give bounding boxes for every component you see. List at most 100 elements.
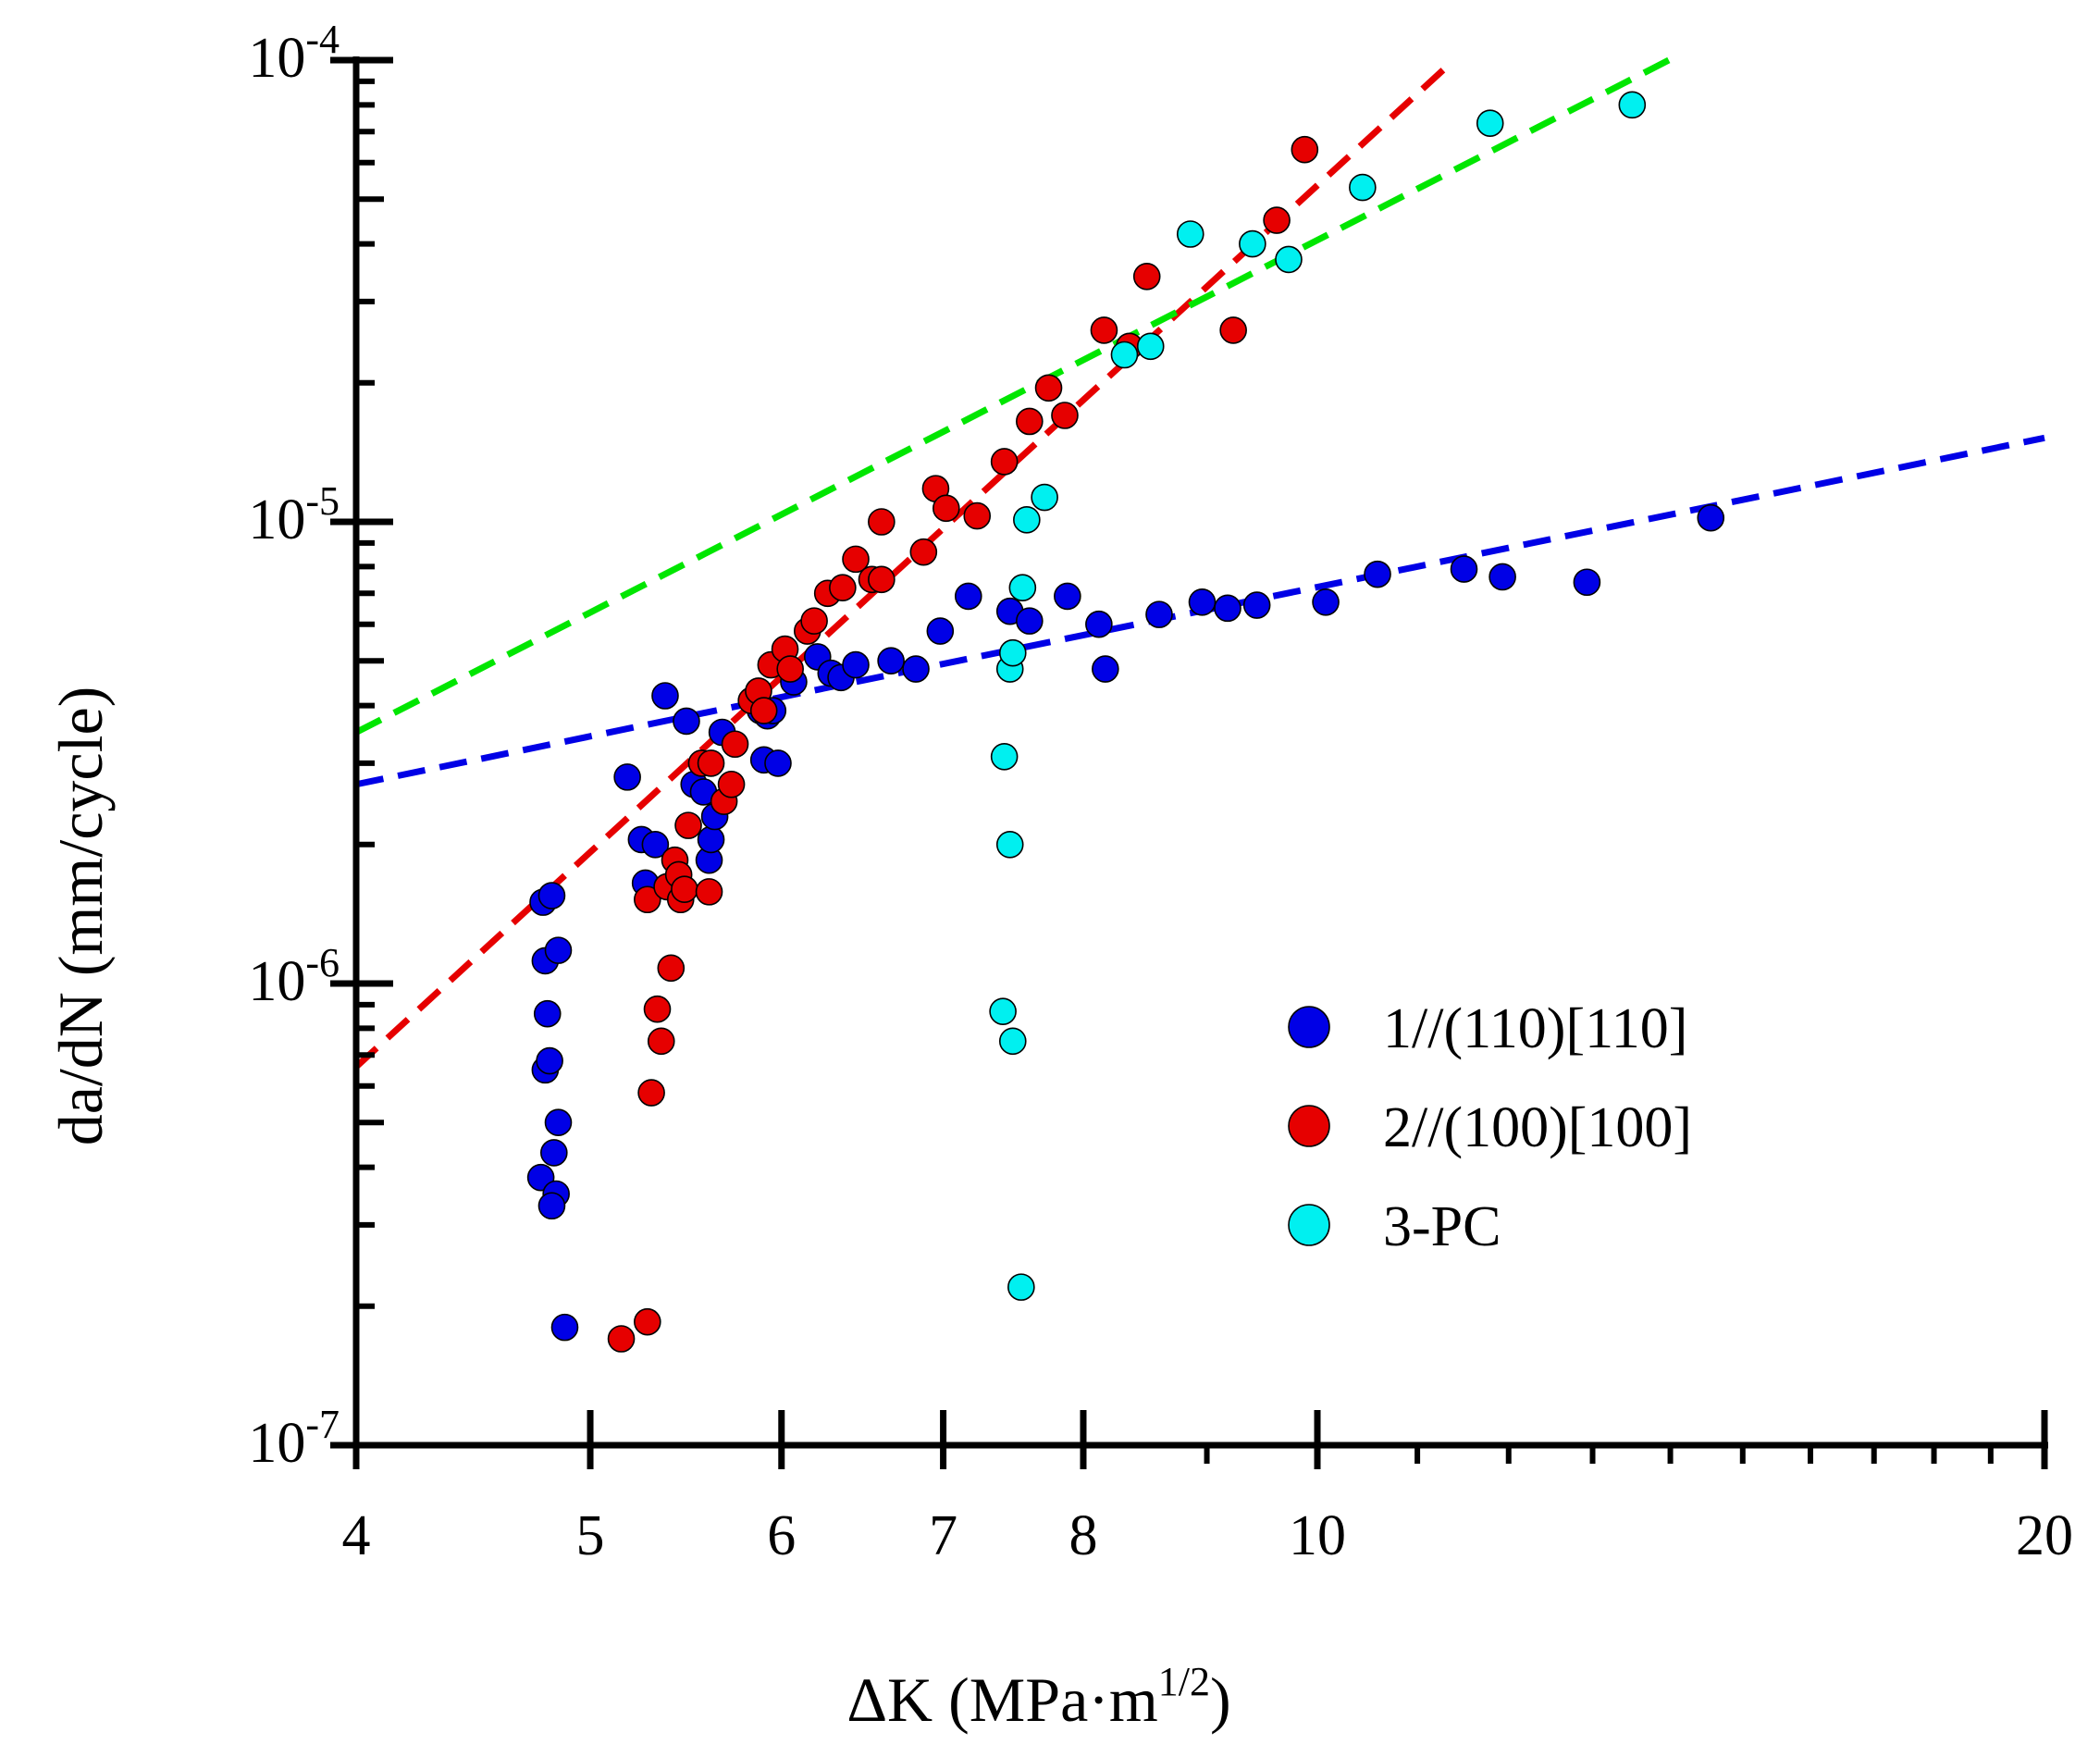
data-point <box>954 582 982 611</box>
data-point <box>1092 655 1119 683</box>
data-point <box>995 830 1024 859</box>
series-2 <box>607 135 1319 1353</box>
x-tick-label: 6 <box>767 1504 796 1567</box>
data-point <box>1291 135 1319 164</box>
data-point <box>1450 555 1478 583</box>
data-point <box>674 811 702 839</box>
legend-label-1: 1//(110)[110] <box>1383 997 1687 1060</box>
data-point <box>933 494 960 523</box>
data-point <box>1031 483 1058 512</box>
data-point <box>1085 610 1113 638</box>
data-point <box>721 730 749 759</box>
legend: 1//(110)[110] 2//(100)[100] 3-PC <box>1288 997 1692 1258</box>
data-point <box>673 707 700 736</box>
y-tick-exponent: -5 <box>305 478 340 524</box>
y-tick-base: 10 <box>248 950 305 1013</box>
data-point <box>1618 91 1647 119</box>
data-point <box>963 501 992 530</box>
legend-label-2: 2//(100)[100] <box>1383 1096 1692 1159</box>
y-tick-label: 10-7 <box>248 1402 340 1475</box>
data-point <box>643 995 672 1023</box>
data-point <box>829 574 857 601</box>
data-point <box>868 508 896 536</box>
legend-marker-1 <box>1288 1006 1330 1048</box>
data-point <box>717 770 746 798</box>
data-point <box>1016 607 1044 635</box>
x-axis-title-end: ) <box>1210 1664 1231 1735</box>
data-point <box>647 1027 675 1056</box>
data-point <box>926 617 955 645</box>
data-point <box>1263 206 1291 234</box>
fit-line-2 <box>353 57 1456 1070</box>
x-tick-label: 7 <box>929 1504 957 1567</box>
data-point <box>536 1046 563 1075</box>
data-point <box>533 999 562 1028</box>
data-point <box>1008 574 1037 601</box>
x-axis-title-main: ΔK (MPa·m <box>846 1664 1157 1735</box>
legend-label-3: 3-PC <box>1383 1195 1501 1258</box>
data-point <box>1110 340 1139 369</box>
y-tick-label: 10-4 <box>248 17 340 90</box>
data-point <box>1312 588 1340 616</box>
data-point <box>1090 316 1118 344</box>
data-point <box>1051 402 1079 429</box>
data-point <box>1214 594 1241 623</box>
y-tick-exponent: -6 <box>305 940 340 985</box>
data-point <box>842 650 870 679</box>
data-point <box>1364 560 1391 588</box>
data-point <box>1136 332 1165 361</box>
data-point <box>909 538 938 566</box>
data-point <box>868 565 896 594</box>
data-point <box>550 1313 579 1342</box>
data-point <box>607 1325 636 1353</box>
y-axis-title: da/dN (mm/cycle) <box>45 687 116 1146</box>
data-point <box>634 885 661 914</box>
axes: 10-710-610-510-44 5 6 7 8 10 20 <box>248 17 2073 1567</box>
legend-marker-2 <box>1288 1105 1330 1147</box>
data-point <box>776 655 804 683</box>
data-point <box>544 1108 573 1137</box>
data-points <box>526 91 1725 1353</box>
data-point <box>657 954 686 983</box>
data-point <box>877 647 905 675</box>
data-point <box>1034 374 1063 402</box>
data-point <box>749 697 778 724</box>
data-point <box>1349 173 1377 202</box>
data-point <box>800 607 828 635</box>
data-point <box>1275 245 1303 274</box>
data-point <box>998 1027 1027 1056</box>
data-point <box>842 545 870 574</box>
x-tick-label: 5 <box>576 1504 605 1567</box>
data-point <box>537 1192 566 1220</box>
data-point <box>544 936 573 964</box>
x-tick-label: 20 <box>2016 1504 2073 1567</box>
data-point <box>537 882 566 909</box>
legend-marker-3 <box>1288 1204 1330 1246</box>
fit-line-3 <box>354 56 1671 736</box>
fit-lines <box>353 56 2045 1070</box>
x-axis-title-superscript: 1/2 <box>1158 1659 1210 1704</box>
data-point <box>1013 506 1041 534</box>
data-point <box>998 638 1027 667</box>
series-1 <box>526 503 1725 1342</box>
data-point <box>1219 316 1247 344</box>
data-point <box>1145 600 1173 628</box>
data-point <box>1016 407 1044 436</box>
data-point <box>1697 503 1725 532</box>
data-point <box>990 448 1019 476</box>
data-point <box>1007 1273 1035 1301</box>
data-point <box>637 1079 665 1107</box>
data-point <box>764 749 792 777</box>
data-point <box>1242 591 1271 619</box>
data-point <box>697 749 725 777</box>
data-point <box>902 655 930 683</box>
y-tick-base: 10 <box>248 489 305 551</box>
data-point <box>651 682 679 710</box>
series-3 <box>989 91 1647 1301</box>
x-axis-title: ΔK (MPa·m1/2) <box>846 1659 1230 1735</box>
data-point <box>695 878 723 906</box>
data-point <box>1489 563 1516 591</box>
data-point <box>613 763 641 791</box>
